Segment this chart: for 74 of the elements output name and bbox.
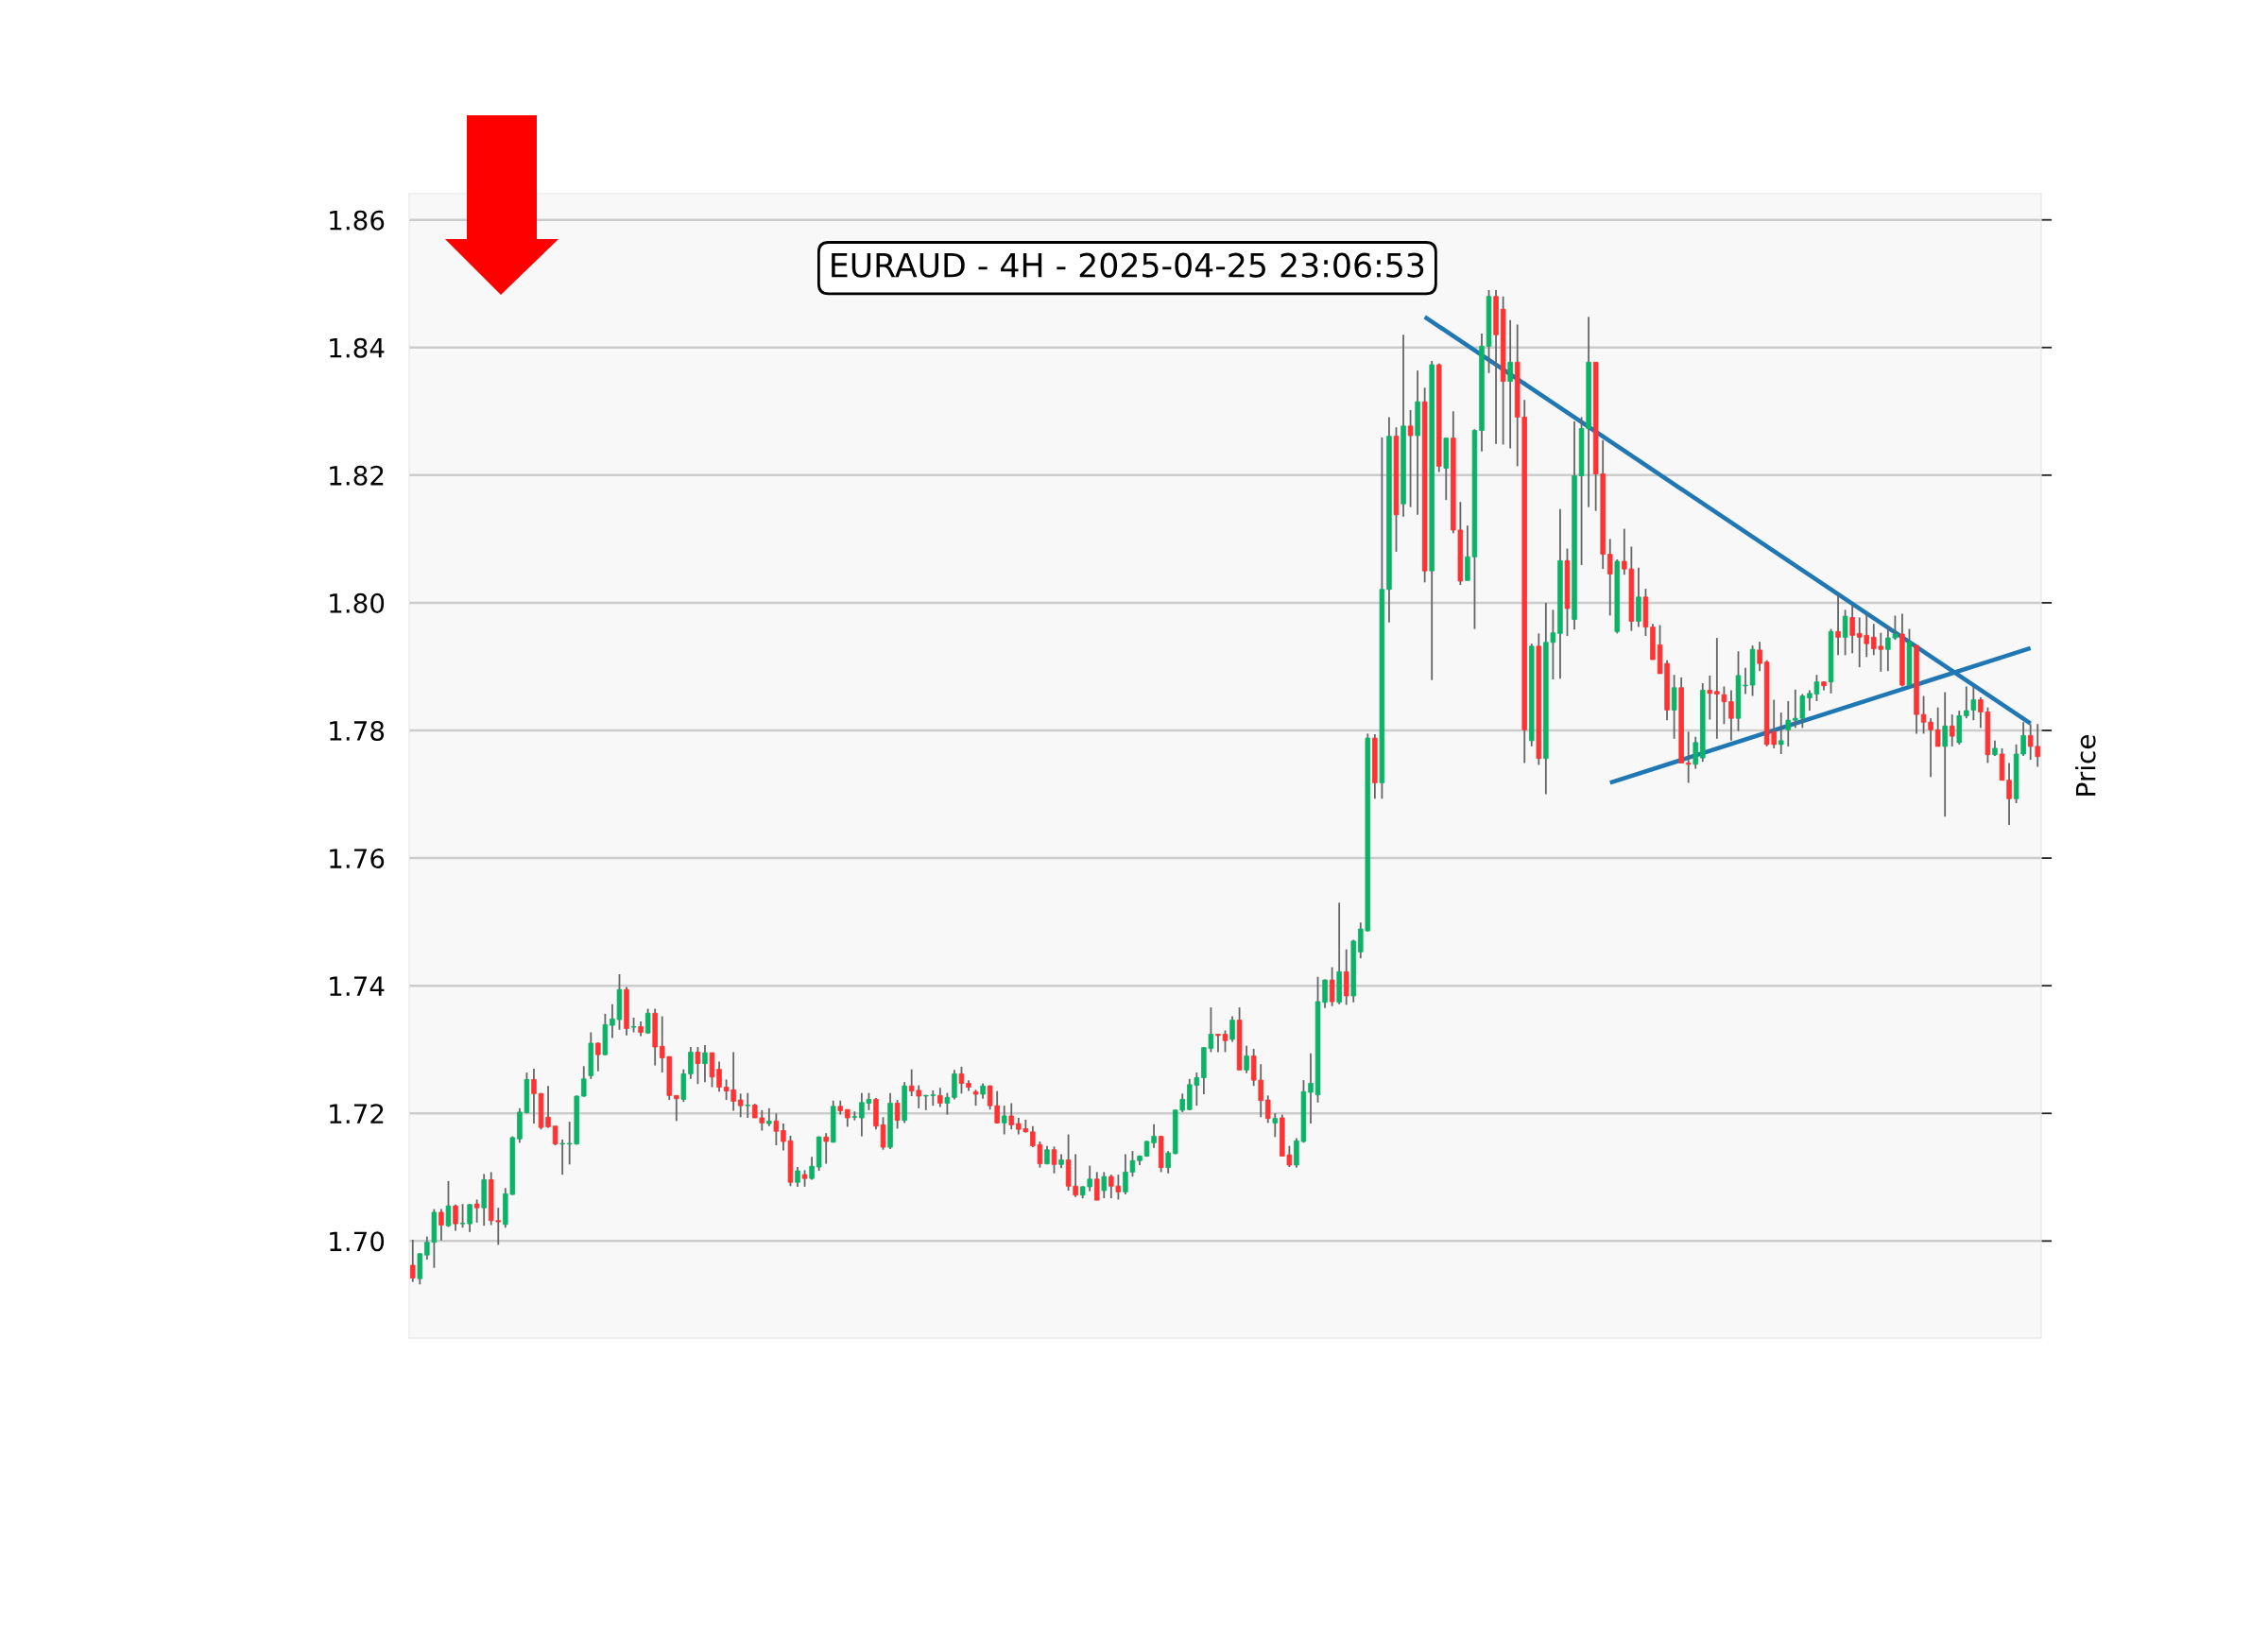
- y-axis-title: Price: [2075, 735, 2096, 796]
- candlestick: [1264, 1094, 1271, 1124]
- candlestick: [453, 1203, 458, 1232]
- y-tick-label: 1.70: [330, 1231, 385, 1252]
- candlestick: [1942, 691, 1948, 818]
- candlestick: [1094, 1171, 1100, 1202]
- candlestick: [1308, 1052, 1314, 1124]
- candlestick: [1949, 713, 1955, 747]
- candlestick: [595, 1041, 601, 1072]
- candlestick: [1272, 1112, 1279, 1139]
- candlestick: [1692, 735, 1698, 770]
- candlestick: [851, 1110, 858, 1122]
- candlestick: [880, 1116, 886, 1151]
- candlestick: [1728, 689, 1734, 742]
- candlestick: [702, 1044, 708, 1084]
- candlestick: [674, 1094, 679, 1123]
- y-tick-label: 1.86: [330, 210, 385, 231]
- candlestick: [1215, 1033, 1221, 1054]
- candlestick: [1051, 1145, 1057, 1175]
- candlestick: [1244, 1044, 1249, 1074]
- candlestick: [1671, 674, 1677, 740]
- candlestick: [766, 1107, 772, 1127]
- candlestick: [473, 1198, 480, 1224]
- candlestick: [1842, 609, 1848, 657]
- y-tick-label: 1.76: [330, 849, 385, 869]
- candlestick: [809, 1156, 815, 1181]
- candlestick: [559, 1139, 565, 1176]
- candlestick: [1785, 700, 1792, 747]
- candlestick: [1714, 637, 1720, 740]
- candlestick: [1934, 706, 1941, 747]
- candlestick: [1721, 685, 1727, 726]
- candlestick: [845, 1108, 850, 1128]
- candlestick: [438, 1208, 444, 1242]
- y-tick-label: 1.72: [330, 1104, 384, 1124]
- candlestick: [1743, 666, 1748, 695]
- candlestick: [1001, 1105, 1007, 1136]
- candlestick: [1685, 730, 1692, 784]
- candlestick: [1101, 1171, 1108, 1199]
- y-tick-label: 1.80: [330, 592, 385, 613]
- candlestick: [1329, 966, 1335, 1007]
- text: EURAUD - 4H - 2025-04-25 23:06:53: [832, 252, 1424, 278]
- candlestick: [1849, 604, 1855, 655]
- candlestick: [937, 1087, 943, 1108]
- candlestick: [644, 1007, 651, 1035]
- candlestick: [552, 1124, 558, 1146]
- y-tick-label: 1.78: [330, 720, 385, 741]
- candlestick: [695, 1046, 701, 1086]
- candlestick: [445, 1179, 452, 1228]
- candlestick: [773, 1112, 780, 1146]
- candlestick: [1165, 1150, 1171, 1175]
- candlestick: [894, 1099, 901, 1130]
- candlestick: [1229, 1015, 1235, 1043]
- candlestick: [1407, 409, 1414, 508]
- candlestick: [1507, 318, 1513, 450]
- candlestick: [823, 1132, 829, 1165]
- candlestick: [1757, 641, 1762, 673]
- candlestick: [1707, 675, 1713, 721]
- candlestick: [1222, 1029, 1228, 1054]
- candlestick: [531, 1068, 537, 1124]
- candlestick: [745, 1091, 750, 1119]
- candlestick: [1008, 1102, 1015, 1131]
- candlestick: [944, 1091, 951, 1116]
- candlestick: [688, 1046, 694, 1080]
- y-tick-label: 1.84: [330, 337, 385, 358]
- candlestick: [1606, 538, 1613, 617]
- candlestick: [410, 1239, 416, 1283]
- candlestick: [795, 1166, 800, 1188]
- candlestick: [1835, 593, 1841, 657]
- candlestick: [737, 1092, 744, 1119]
- candlestick: [581, 1065, 587, 1098]
- y-tick-label: 1.74: [330, 976, 385, 996]
- y-tick-label: 1.82: [330, 465, 384, 486]
- candlestick: [1778, 712, 1784, 755]
- candlestick: [958, 1066, 965, 1095]
